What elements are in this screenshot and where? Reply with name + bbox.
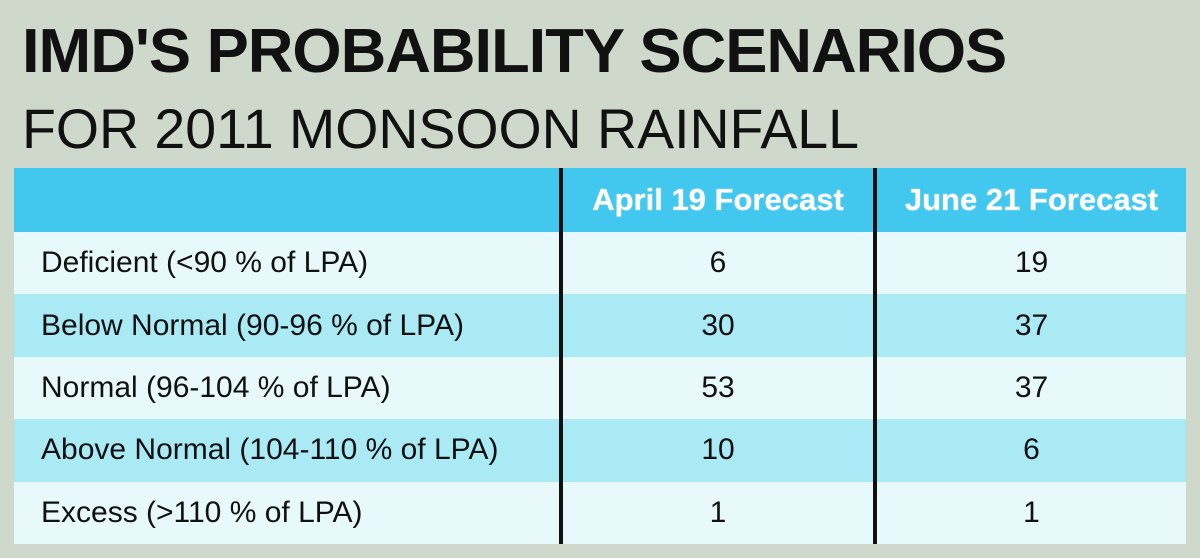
table-row: Below Normal (90-96 % of LPA) 30 37 — [14, 294, 1186, 357]
april-19-value: 1 — [559, 481, 875, 544]
chart-title: IMD'S PROBABILITY SCENARIOS — [22, 17, 1007, 86]
header-april-19-forecast: April 19 Forecast — [559, 168, 875, 232]
probability-table: April 19 Forecast June 21 Forecast Defic… — [14, 168, 1186, 544]
june-21-value: 37 — [873, 294, 1186, 357]
april-19-value: 30 — [559, 294, 875, 357]
row-label: Deficient (<90 % of LPA) — [14, 232, 561, 295]
june-21-value: 19 — [873, 232, 1186, 295]
row-label: Excess (>110 % of LPA) — [14, 481, 561, 544]
row-label: Normal (96-104 % of LPA) — [14, 356, 561, 420]
forecast-table: April 19 Forecast June 21 Forecast Defic… — [14, 168, 1186, 544]
title-block: IMD'S PROBABILITY SCENARIOS FOR 2011 MON… — [22, 12, 1182, 162]
april-19-value: 10 — [559, 419, 875, 482]
table-row: Normal (96-104 % of LPA) 53 37 — [14, 356, 1186, 420]
row-label: Above Normal (104-110 % of LPA) — [14, 419, 561, 482]
table-header-row: April 19 Forecast June 21 Forecast — [14, 168, 1186, 232]
april-19-value: 6 — [559, 232, 875, 295]
april-19-value: 53 — [559, 356, 875, 420]
row-label: Below Normal (90-96 % of LPA) — [14, 294, 561, 357]
june-21-value: 6 — [873, 419, 1186, 482]
june-21-value: 37 — [873, 356, 1186, 420]
table-row: Deficient (<90 % of LPA) 6 19 — [14, 232, 1186, 295]
header-june-21-forecast: June 21 Forecast — [873, 168, 1186, 232]
chart-subtitle: FOR 2011 MONSOON RAINFALL — [22, 97, 859, 160]
table-row: Excess (>110 % of LPA) 1 1 — [14, 481, 1186, 544]
table-row: Above Normal (104-110 % of LPA) 10 6 — [14, 419, 1186, 482]
header-corner — [14, 168, 561, 232]
june-21-value: 1 — [873, 481, 1186, 544]
